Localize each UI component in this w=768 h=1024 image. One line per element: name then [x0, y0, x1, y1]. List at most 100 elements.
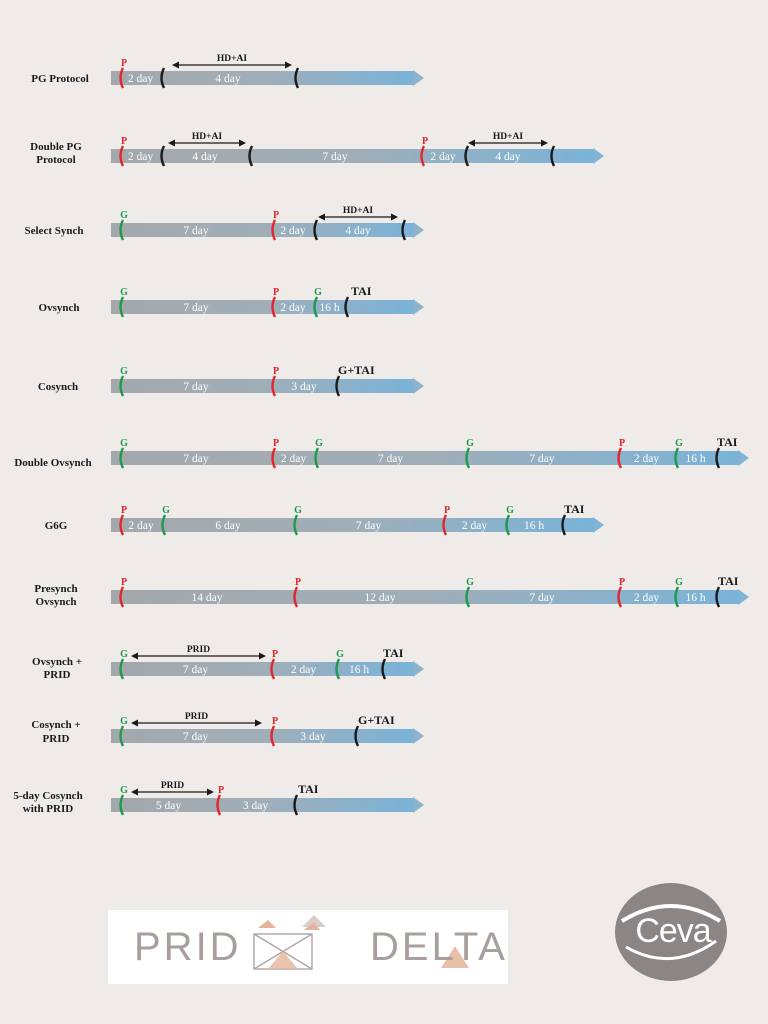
bracket-mark [465, 447, 471, 469]
segment-duration: 4 day [215, 73, 240, 85]
protocol-name-line: with PRID [23, 803, 73, 815]
segment-duration: 2 day [430, 151, 455, 163]
marker-p: P [121, 136, 127, 147]
marker-p: P [273, 210, 279, 221]
timeline-bar [111, 149, 594, 163]
timeline-arrow-icon [593, 517, 604, 533]
bracket-mark [119, 586, 125, 608]
bracket-mark [294, 67, 300, 89]
protocol-name-line: PRID [44, 669, 71, 681]
protocol-name: Select Synch [25, 225, 84, 237]
segment-duration: 16 h [685, 453, 705, 465]
protocol-row: Select Synch 7 day 2 day 4 day G P HD+AI [25, 206, 424, 241]
bracket-mark [715, 586, 721, 608]
range-label: PRID [161, 781, 184, 791]
segment-duration: 2 day [462, 520, 487, 532]
bracket-mark [561, 514, 567, 536]
prid-delta-emblem-icon [253, 915, 469, 970]
protocol-row: Double Ovsynch 7 day 2 day 7 day 7 day 2 day 1… [14, 435, 749, 469]
range-arrow [468, 139, 548, 147]
timeline-bar [111, 590, 739, 604]
bracket-mark [119, 514, 125, 536]
marker-g: G [120, 210, 128, 221]
protocol-name-line: Cosynch [38, 381, 78, 393]
prid-word: PRID [134, 925, 242, 969]
marker-g: G [466, 577, 474, 588]
bracket-mark [271, 219, 277, 241]
timeline-arrow-icon [738, 450, 749, 466]
marker-p: P [444, 505, 450, 516]
range-arrow [318, 213, 398, 221]
timeline-arrow-icon [413, 661, 424, 677]
segment-duration: 2 day [128, 520, 153, 532]
timeline-arrow-icon [593, 148, 604, 164]
timeline-bar [111, 518, 594, 532]
timeline-bar [111, 798, 414, 812]
bracket-mark [335, 658, 341, 680]
event-label: G+TAI [338, 363, 375, 377]
bracket-mark [293, 514, 299, 536]
protocol-name: Ovsynch [39, 302, 80, 314]
segment-duration: 7 day [183, 381, 208, 393]
segment-duration: 2 day [280, 225, 305, 237]
ceva-wordmark: Ceva [635, 912, 711, 950]
bracket-mark [119, 67, 125, 89]
arrow-right-icon [239, 139, 246, 147]
protocol-name-line: Presynch [34, 583, 77, 595]
marker-p: P [422, 136, 428, 147]
protocol-name: Double PG Protocol [30, 141, 82, 166]
marker-p: P [619, 577, 625, 588]
bracket-mark [715, 447, 721, 469]
protocol-name-line: Cosynch + [31, 719, 80, 731]
segment-duration: 7 day [529, 453, 554, 465]
timeline-bar [111, 300, 414, 314]
bracket-mark [674, 447, 680, 469]
bracket-mark [674, 586, 680, 608]
segment-duration: 7 day [183, 664, 208, 676]
segment-duration: 14 day [192, 592, 223, 604]
marker-g: G [336, 649, 344, 660]
event-label: TAI [718, 574, 739, 588]
marker-g: G [120, 785, 128, 796]
protocol-name: Ovsynch + PRID [32, 656, 82, 681]
bracket-mark [381, 658, 387, 680]
bracket-mark [119, 725, 125, 747]
bracket-mark [420, 145, 426, 167]
bracket-mark [119, 447, 125, 469]
bracket-mark [119, 296, 125, 318]
marker-g: G [314, 287, 322, 298]
range-arrow [131, 652, 266, 660]
segment-duration: 7 day [183, 453, 208, 465]
protocol-name-line: PRID [43, 733, 70, 745]
arrow-right-icon [391, 213, 398, 221]
bracket-mark [119, 219, 125, 241]
protocol-row: Presynch Ovsynch 14 day 12 day 7 day 2 day 16 … [34, 574, 749, 608]
event-label: TAI [717, 435, 738, 449]
protocol-name-line: G6G [45, 520, 68, 532]
timeline-arrow-icon [413, 299, 424, 315]
segment-duration: 6 day [215, 520, 240, 532]
marker-g: G [120, 366, 128, 377]
bracket-mark [313, 296, 319, 318]
arrow-right-icon [259, 652, 266, 660]
range-arrow [168, 139, 246, 147]
bracket-mark [160, 145, 166, 167]
protocol-name: Presynch Ovsynch [34, 583, 77, 608]
segment-duration: 12 day [365, 592, 396, 604]
protocol-row: Double PG Protocol 2 day 4 day 7 day 2 day 4 d… [30, 132, 604, 167]
bracket-mark [161, 514, 167, 536]
marker-p: P [273, 287, 279, 298]
delta-word: DELTA [370, 925, 508, 969]
marker-g: G [315, 438, 323, 449]
bracket-mark [271, 375, 277, 397]
bracket-mark [344, 296, 350, 318]
marker-g: G [120, 716, 128, 727]
timeline-bar [111, 451, 739, 465]
segment-duration: 7 day [183, 225, 208, 237]
bracket-mark [465, 586, 471, 608]
marker-p: P [273, 438, 279, 449]
ceva-logo: Ceva [612, 881, 730, 983]
segment-duration: 16 h [685, 592, 705, 604]
